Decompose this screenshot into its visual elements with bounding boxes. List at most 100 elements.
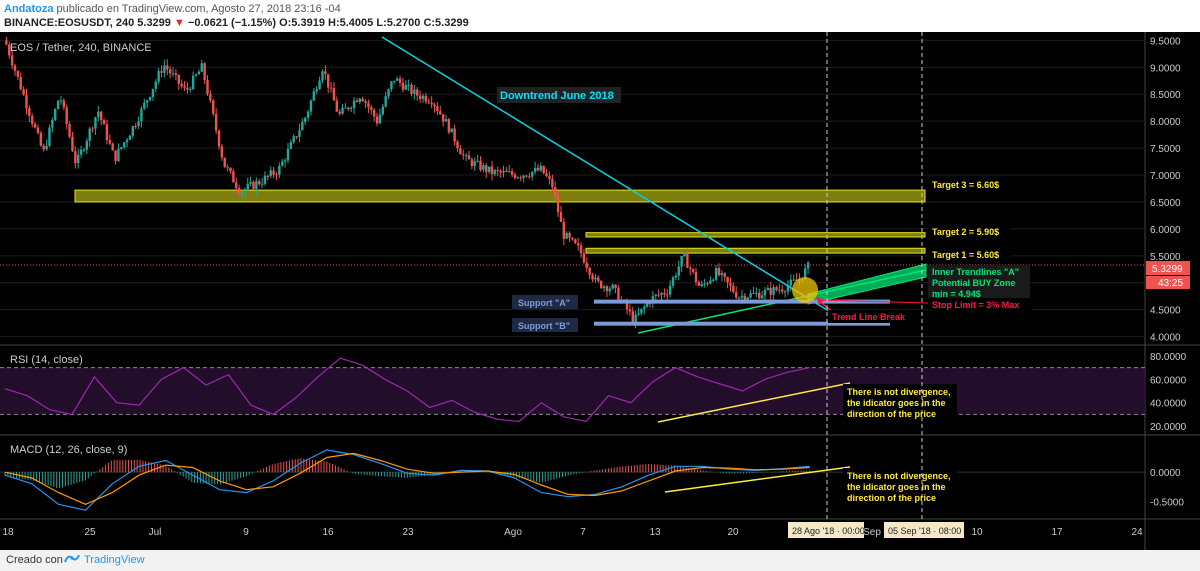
candle-body (62, 100, 66, 108)
candle-body (226, 167, 229, 169)
footer: Creado con TradingView (0, 550, 1200, 571)
candle-body (237, 188, 241, 194)
candle-body (269, 170, 272, 176)
candle-body (663, 293, 666, 295)
macd-line (4, 449, 810, 511)
candle-body (59, 100, 63, 102)
candle-body (28, 108, 31, 116)
candle-body (723, 273, 726, 278)
candle-body (94, 117, 97, 129)
candle-body (430, 102, 433, 105)
last-price: 5.3299 (137, 17, 171, 29)
target2-zone (585, 232, 926, 238)
candle-body (352, 100, 356, 108)
author-link[interactable]: Andatoza (4, 3, 54, 15)
rsi-line (4, 357, 810, 423)
candle-body (657, 294, 660, 296)
rsi-tick: 60.0000 (1150, 375, 1187, 386)
chart-canvas[interactable]: EOS / Tether, 240, BINANCE Downtrend Jun… (0, 32, 1200, 550)
candle-body (214, 113, 218, 131)
candle-body (418, 95, 422, 99)
macd-pane[interactable] (0, 449, 1145, 511)
candle-body (33, 123, 37, 128)
candle-body (640, 308, 643, 314)
inner-trend-note-bg (928, 265, 1030, 299)
chart-svg: EOS / Tether, 240, BINANCE Downtrend Jun… (0, 32, 1200, 550)
candle-body (522, 175, 525, 178)
time-tick: Ago (504, 527, 522, 538)
candle-body (447, 119, 451, 133)
candle-body (355, 100, 359, 102)
made-with-label: Creado con (6, 554, 63, 566)
candle-body (421, 95, 425, 99)
candle-body (416, 89, 419, 96)
candle-body (729, 282, 732, 286)
candle-body (631, 311, 634, 322)
candle-body (125, 139, 129, 143)
candle-body (439, 111, 442, 115)
stop-limit-pointer (817, 299, 929, 304)
candle-body (574, 239, 577, 244)
candle-body (240, 191, 244, 194)
time-tick: 16 (322, 527, 334, 538)
candle-body (25, 94, 28, 109)
target3-label-bg (928, 176, 1010, 191)
candle-body (645, 303, 649, 307)
candle-body (111, 143, 114, 151)
price-axis[interactable]: 9.5000 9.0000 8.5000 8.0000 7.5000 7.0000 6.50… (1150, 36, 1181, 343)
candle-body (375, 116, 379, 124)
candle-body (510, 171, 514, 175)
stop-limit-label: Stop Limit = 3% Max (932, 300, 1019, 310)
candle-body (508, 171, 511, 173)
candles[interactable] (5, 36, 810, 329)
time-axis[interactable]: 18 25 Jul 9 16 23 Ago 7 13 20 Sep 10 17 24 (2, 527, 1143, 538)
candle-body (289, 142, 293, 149)
macd-divergence-line (664, 466, 851, 493)
candle-body (597, 277, 600, 281)
cursor-time-1: 28 Ago '18 · 00:00 (792, 526, 865, 536)
candle-body (637, 313, 640, 315)
candle-body (266, 175, 270, 177)
tradingview-brand-link[interactable]: TradingView (84, 554, 145, 566)
candle-body (398, 78, 402, 83)
target3-label: Target 3 = 6.60$ (932, 180, 999, 190)
candle-body (203, 63, 206, 80)
candle-body (255, 181, 258, 189)
candle-body (329, 87, 333, 89)
candle-body (772, 287, 775, 295)
candle-body (634, 314, 637, 322)
candle-body (450, 128, 453, 133)
candle-body (338, 111, 341, 114)
rsi-note-line2: the idicator goes in the (847, 398, 946, 408)
candle-body (496, 170, 499, 172)
candle-body (298, 130, 301, 137)
support-a-label: Support "A" (518, 298, 570, 308)
candle-body (301, 121, 304, 131)
support-a-line (594, 299, 890, 304)
candle-body (709, 280, 712, 284)
candle-body (166, 65, 169, 70)
candle-body (8, 44, 11, 56)
macd-note-line2: the idicator goes in the (847, 482, 946, 492)
candle-body (68, 124, 71, 137)
rsi-divergence-line (657, 382, 851, 423)
price-tick: 9.5000 (1150, 36, 1181, 47)
candle-body (513, 174, 517, 178)
macd-tick: 0.0000 (1150, 468, 1181, 479)
tradingview-logo-icon[interactable] (64, 552, 80, 566)
candle-body (295, 136, 298, 138)
rsi-pane[interactable] (0, 357, 1145, 423)
time-tick: 9 (243, 527, 249, 538)
candle-body (232, 171, 235, 183)
candle-body (582, 253, 586, 263)
candle-body (217, 130, 221, 147)
trend-break-arrowhead (816, 297, 824, 305)
candle-body (706, 283, 709, 285)
candle-body (71, 136, 74, 152)
candle-body (668, 285, 672, 295)
candle-body (358, 98, 362, 102)
candle-body (599, 280, 603, 289)
candle-body (714, 267, 718, 280)
rsi-axis: 80.0000 60.0000 40.0000 20.0000 (1150, 352, 1187, 433)
candle-body (749, 293, 752, 298)
